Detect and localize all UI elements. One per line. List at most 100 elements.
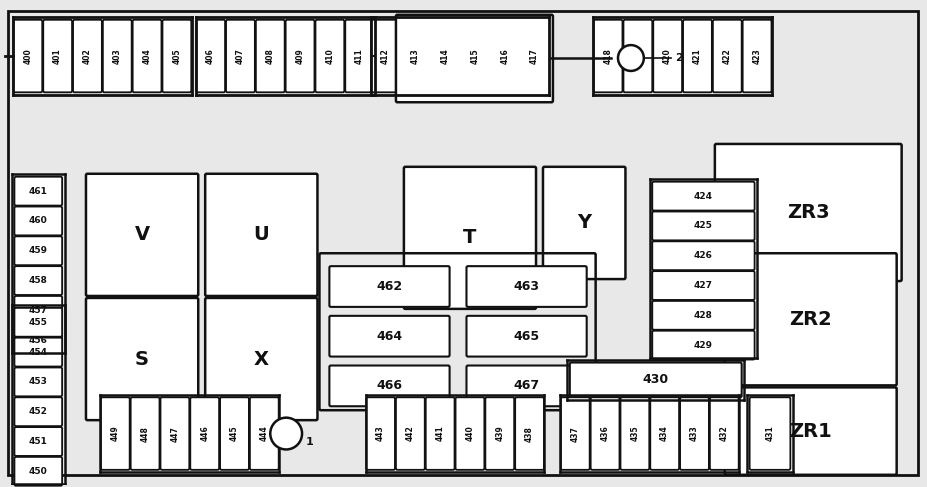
Text: 423: 423 bbox=[753, 48, 762, 64]
Text: 437: 437 bbox=[571, 426, 579, 442]
Text: 415: 415 bbox=[470, 48, 479, 64]
FancyBboxPatch shape bbox=[131, 397, 159, 470]
FancyBboxPatch shape bbox=[15, 368, 62, 396]
Text: 466: 466 bbox=[376, 379, 402, 393]
FancyBboxPatch shape bbox=[14, 20, 43, 93]
FancyBboxPatch shape bbox=[570, 362, 742, 397]
Text: 412: 412 bbox=[381, 48, 390, 64]
FancyBboxPatch shape bbox=[396, 397, 425, 470]
Text: 409: 409 bbox=[296, 48, 305, 64]
Text: 432: 432 bbox=[719, 426, 729, 441]
FancyBboxPatch shape bbox=[15, 236, 62, 265]
FancyBboxPatch shape bbox=[653, 331, 755, 359]
Text: 413: 413 bbox=[411, 48, 420, 64]
Text: 456: 456 bbox=[29, 336, 47, 345]
FancyBboxPatch shape bbox=[86, 298, 198, 420]
Text: 457: 457 bbox=[29, 306, 48, 315]
FancyBboxPatch shape bbox=[520, 20, 549, 93]
FancyBboxPatch shape bbox=[466, 316, 587, 356]
Circle shape bbox=[618, 45, 644, 71]
Text: X: X bbox=[254, 350, 269, 369]
Text: 438: 438 bbox=[525, 426, 534, 442]
FancyBboxPatch shape bbox=[226, 20, 255, 93]
FancyBboxPatch shape bbox=[101, 397, 130, 470]
Text: 419: 419 bbox=[633, 48, 642, 64]
Text: U: U bbox=[253, 225, 269, 244]
Text: 416: 416 bbox=[501, 48, 509, 64]
Text: 439: 439 bbox=[495, 426, 504, 441]
Text: 424: 424 bbox=[694, 191, 713, 201]
Text: 403: 403 bbox=[113, 48, 121, 64]
FancyBboxPatch shape bbox=[654, 20, 682, 93]
Text: 401: 401 bbox=[53, 48, 62, 64]
FancyBboxPatch shape bbox=[15, 296, 62, 325]
Text: 422: 422 bbox=[723, 48, 731, 64]
Text: 445: 445 bbox=[230, 426, 239, 441]
FancyBboxPatch shape bbox=[15, 397, 62, 426]
FancyBboxPatch shape bbox=[15, 266, 62, 295]
Text: 464: 464 bbox=[376, 330, 402, 343]
FancyBboxPatch shape bbox=[490, 20, 519, 93]
Text: 463: 463 bbox=[514, 280, 540, 293]
Text: 442: 442 bbox=[406, 426, 415, 441]
FancyBboxPatch shape bbox=[715, 144, 902, 281]
Text: 444: 444 bbox=[260, 426, 269, 441]
FancyBboxPatch shape bbox=[725, 387, 896, 475]
Text: 443: 443 bbox=[376, 426, 385, 441]
Text: ZR3: ZR3 bbox=[787, 203, 830, 222]
Text: 407: 407 bbox=[236, 48, 245, 64]
FancyBboxPatch shape bbox=[710, 397, 739, 470]
Text: 430: 430 bbox=[642, 374, 668, 386]
Text: 411: 411 bbox=[355, 48, 364, 64]
Text: 454: 454 bbox=[29, 348, 48, 356]
Text: 434: 434 bbox=[660, 426, 669, 441]
FancyBboxPatch shape bbox=[15, 177, 62, 206]
Text: 460: 460 bbox=[29, 216, 47, 225]
FancyBboxPatch shape bbox=[466, 366, 587, 406]
FancyBboxPatch shape bbox=[455, 397, 485, 470]
FancyBboxPatch shape bbox=[653, 242, 755, 270]
Text: 465: 465 bbox=[514, 330, 540, 343]
FancyBboxPatch shape bbox=[466, 266, 587, 307]
FancyBboxPatch shape bbox=[725, 253, 896, 385]
Text: 1: 1 bbox=[306, 436, 313, 447]
Text: S: S bbox=[135, 350, 149, 369]
Text: 441: 441 bbox=[436, 426, 445, 441]
FancyBboxPatch shape bbox=[160, 397, 189, 470]
Text: 414: 414 bbox=[440, 48, 450, 64]
FancyBboxPatch shape bbox=[396, 15, 552, 102]
FancyBboxPatch shape bbox=[86, 174, 198, 296]
FancyBboxPatch shape bbox=[431, 20, 460, 93]
FancyBboxPatch shape bbox=[650, 397, 679, 470]
FancyBboxPatch shape bbox=[371, 20, 400, 93]
FancyBboxPatch shape bbox=[713, 20, 742, 93]
Text: 433: 433 bbox=[690, 426, 699, 441]
FancyBboxPatch shape bbox=[15, 206, 62, 235]
Text: 2: 2 bbox=[676, 53, 683, 63]
Text: 408: 408 bbox=[266, 48, 274, 64]
FancyBboxPatch shape bbox=[15, 457, 62, 486]
Text: 402: 402 bbox=[83, 48, 92, 64]
Circle shape bbox=[271, 418, 302, 450]
FancyBboxPatch shape bbox=[44, 20, 72, 93]
FancyBboxPatch shape bbox=[329, 316, 450, 356]
Text: Y: Y bbox=[578, 213, 591, 232]
Text: 426: 426 bbox=[694, 251, 713, 260]
Text: 449: 449 bbox=[110, 426, 120, 441]
Text: 404: 404 bbox=[143, 48, 152, 64]
Text: 452: 452 bbox=[29, 407, 47, 416]
FancyBboxPatch shape bbox=[133, 20, 161, 93]
FancyBboxPatch shape bbox=[680, 397, 709, 470]
FancyBboxPatch shape bbox=[220, 397, 249, 470]
FancyBboxPatch shape bbox=[205, 174, 317, 296]
Text: 450: 450 bbox=[29, 467, 47, 476]
FancyBboxPatch shape bbox=[73, 20, 102, 93]
FancyBboxPatch shape bbox=[250, 397, 279, 470]
FancyBboxPatch shape bbox=[653, 301, 755, 330]
FancyBboxPatch shape bbox=[286, 20, 314, 93]
Text: 421: 421 bbox=[693, 48, 702, 64]
Text: 440: 440 bbox=[465, 426, 475, 441]
FancyBboxPatch shape bbox=[683, 20, 712, 93]
Text: 436: 436 bbox=[601, 426, 610, 441]
Text: 458: 458 bbox=[29, 276, 47, 285]
